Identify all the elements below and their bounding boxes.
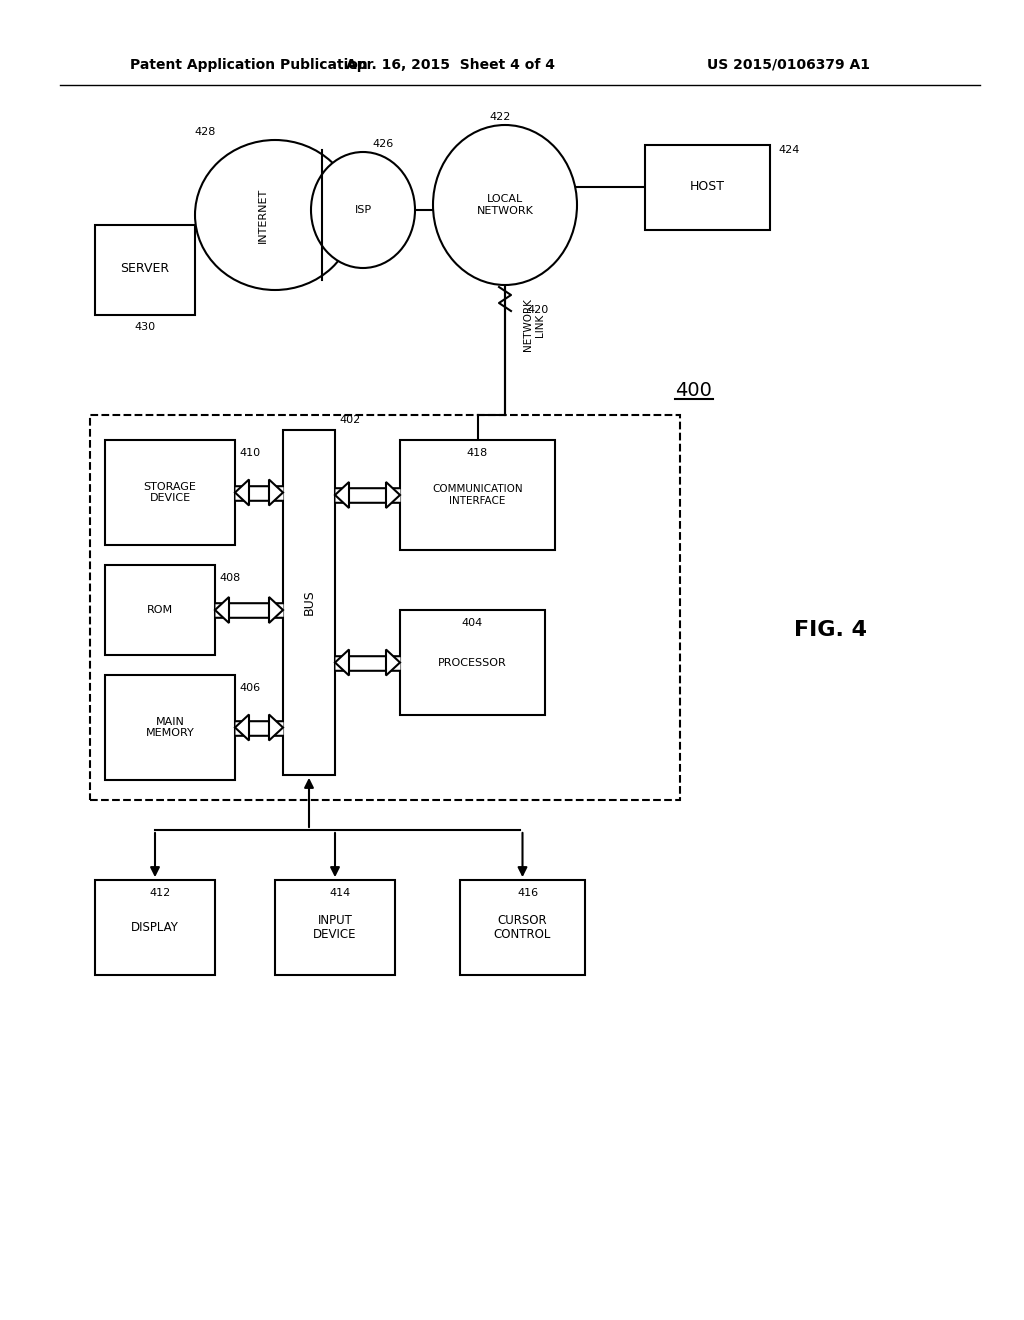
Text: BUS: BUS — [302, 590, 315, 615]
Polygon shape — [215, 597, 229, 623]
Polygon shape — [335, 482, 349, 508]
Bar — [105, 440, 234, 545]
Text: CURSOR
CONTROL: CURSOR CONTROL — [494, 913, 551, 941]
Bar — [283, 430, 335, 775]
Ellipse shape — [311, 152, 415, 268]
Text: 404: 404 — [462, 618, 483, 628]
Text: ISP: ISP — [354, 205, 372, 215]
Text: 426: 426 — [373, 139, 393, 149]
Bar — [105, 675, 234, 780]
Bar — [95, 224, 195, 315]
Text: 402: 402 — [339, 414, 360, 425]
Text: 430: 430 — [134, 322, 156, 333]
Text: 418: 418 — [467, 447, 488, 458]
Text: US 2015/0106379 A1: US 2015/0106379 A1 — [707, 58, 870, 73]
Bar — [90, 414, 680, 800]
Bar — [645, 145, 770, 230]
Polygon shape — [335, 649, 349, 676]
Text: 428: 428 — [195, 127, 216, 137]
Text: LINK: LINK — [535, 313, 545, 337]
Bar — [95, 880, 215, 975]
Text: SERVER: SERVER — [121, 261, 170, 275]
Bar — [400, 610, 545, 715]
Polygon shape — [386, 649, 400, 676]
Polygon shape — [269, 597, 283, 623]
Text: 410: 410 — [239, 447, 260, 458]
Text: INPUT
DEVICE: INPUT DEVICE — [313, 913, 356, 941]
Text: 414: 414 — [330, 888, 350, 898]
Ellipse shape — [433, 125, 577, 285]
Text: Apr. 16, 2015  Sheet 4 of 4: Apr. 16, 2015 Sheet 4 of 4 — [345, 58, 555, 73]
Text: NETWORK: NETWORK — [523, 298, 534, 351]
Text: PROCESSOR: PROCESSOR — [438, 657, 507, 668]
Text: 412: 412 — [150, 888, 171, 898]
Text: 420: 420 — [527, 305, 548, 315]
Polygon shape — [234, 479, 249, 506]
Polygon shape — [234, 714, 249, 741]
Text: Patent Application Publication: Patent Application Publication — [130, 58, 368, 73]
Ellipse shape — [195, 140, 355, 290]
Text: COMMUNICATION
INTERFACE: COMMUNICATION INTERFACE — [432, 484, 523, 506]
Text: ROM: ROM — [146, 605, 173, 615]
Text: 422: 422 — [489, 112, 511, 121]
Text: FIG. 4: FIG. 4 — [794, 620, 866, 640]
Text: MAIN
MEMORY: MAIN MEMORY — [145, 717, 195, 738]
Bar — [460, 880, 585, 975]
Polygon shape — [386, 482, 400, 508]
Text: LOCAL
NETWORK: LOCAL NETWORK — [476, 194, 534, 215]
Polygon shape — [269, 714, 283, 741]
Text: DISPLAY: DISPLAY — [131, 921, 179, 935]
Bar — [275, 880, 395, 975]
Text: HOST: HOST — [689, 181, 725, 194]
Bar — [105, 565, 215, 655]
Text: 424: 424 — [778, 145, 800, 154]
Text: 400: 400 — [675, 381, 712, 400]
Text: 416: 416 — [517, 888, 538, 898]
Polygon shape — [269, 479, 283, 506]
Text: INTERNET: INTERNET — [258, 187, 268, 243]
Text: 406: 406 — [239, 682, 260, 693]
Text: STORAGE
DEVICE: STORAGE DEVICE — [143, 482, 197, 503]
Text: 408: 408 — [219, 573, 241, 583]
Bar — [400, 440, 555, 550]
